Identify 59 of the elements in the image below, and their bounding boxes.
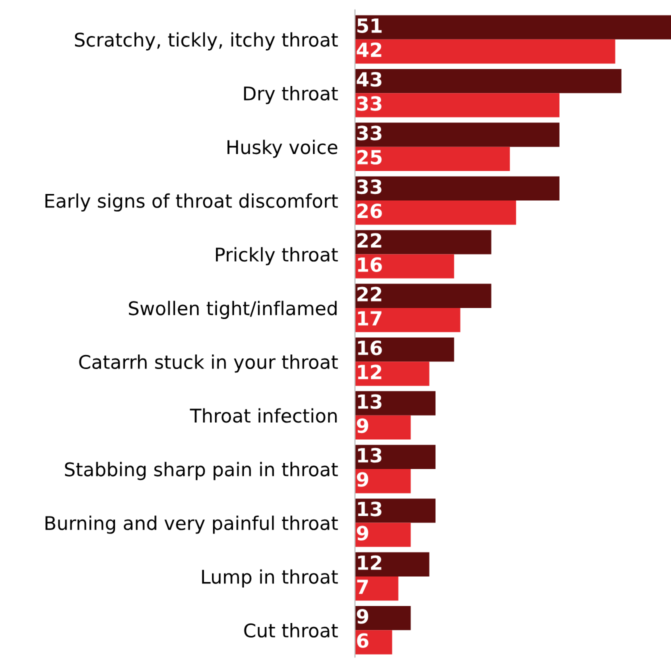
bar: [354, 93, 560, 118]
bar: [354, 68, 622, 94]
bar: [354, 522, 411, 547]
bar: [354, 391, 436, 416]
bar: [354, 308, 460, 332]
data-label: 9: [356, 472, 368, 487]
y-tick-label: Early signs of throat discomfort: [45, 193, 338, 212]
data-label: 13: [358, 502, 382, 516]
data-label: 17: [358, 311, 382, 326]
data-label: 9: [356, 418, 368, 434]
bar: [354, 254, 454, 278]
data-label: 26: [357, 204, 382, 218]
bar: [354, 176, 560, 201]
y-tick-label: Burning and very painful throat: [46, 516, 338, 534]
bar: [354, 122, 560, 147]
data-label: 33: [357, 179, 382, 194]
data-label: 6: [357, 633, 368, 648]
bar: [354, 444, 436, 470]
y-tick-label: Stabbing sharp pain in throat: [64, 462, 338, 480]
y-tick-label: Cut throat: [244, 623, 338, 638]
data-label: 43: [356, 72, 382, 87]
data-label: 33: [357, 96, 382, 111]
bar: [354, 552, 430, 576]
bar: [354, 606, 411, 630]
data-label: 42: [356, 42, 382, 57]
y-tick-label: Husky voice: [228, 140, 338, 158]
data-label: 51: [357, 18, 382, 33]
bar: [354, 39, 616, 64]
data-label: 12: [358, 364, 382, 380]
bar: [354, 284, 492, 308]
data-label: 13: [358, 448, 382, 463]
data-label: 22: [357, 286, 382, 302]
data-label: 16: [358, 340, 382, 356]
bar: [354, 146, 510, 171]
y-tick-label: Scratchy, tickly, itchy throat: [74, 32, 338, 50]
bar: [354, 337, 454, 362]
y-tick-label: Prickly throat: [216, 247, 338, 266]
data-label: 9: [356, 526, 368, 540]
bar: [354, 15, 671, 40]
data-label: 25: [357, 150, 382, 165]
y-tick-label: Lump in throat: [202, 569, 338, 588]
data-label: 7: [357, 580, 368, 594]
bar: [354, 469, 411, 494]
data-label: 33: [357, 126, 382, 140]
data-label: 13: [358, 394, 382, 409]
bar: [354, 200, 516, 225]
bar: [354, 498, 436, 523]
y-tick-label: Dry throat: [244, 86, 338, 104]
data-label: 22: [357, 233, 382, 248]
bar: [354, 415, 411, 440]
data-label: 12: [358, 555, 382, 570]
y-tick-label: Swollen tight/inflamed: [128, 300, 337, 319]
data-label: 16: [358, 257, 382, 272]
y-tick-label: Catarrh stuck in your throat: [79, 354, 338, 373]
data-label: 9: [356, 609, 368, 624]
y-tick-label: Throat infection: [190, 408, 337, 423]
bar: [354, 362, 430, 386]
bar: [354, 230, 492, 254]
bar: [354, 576, 398, 601]
